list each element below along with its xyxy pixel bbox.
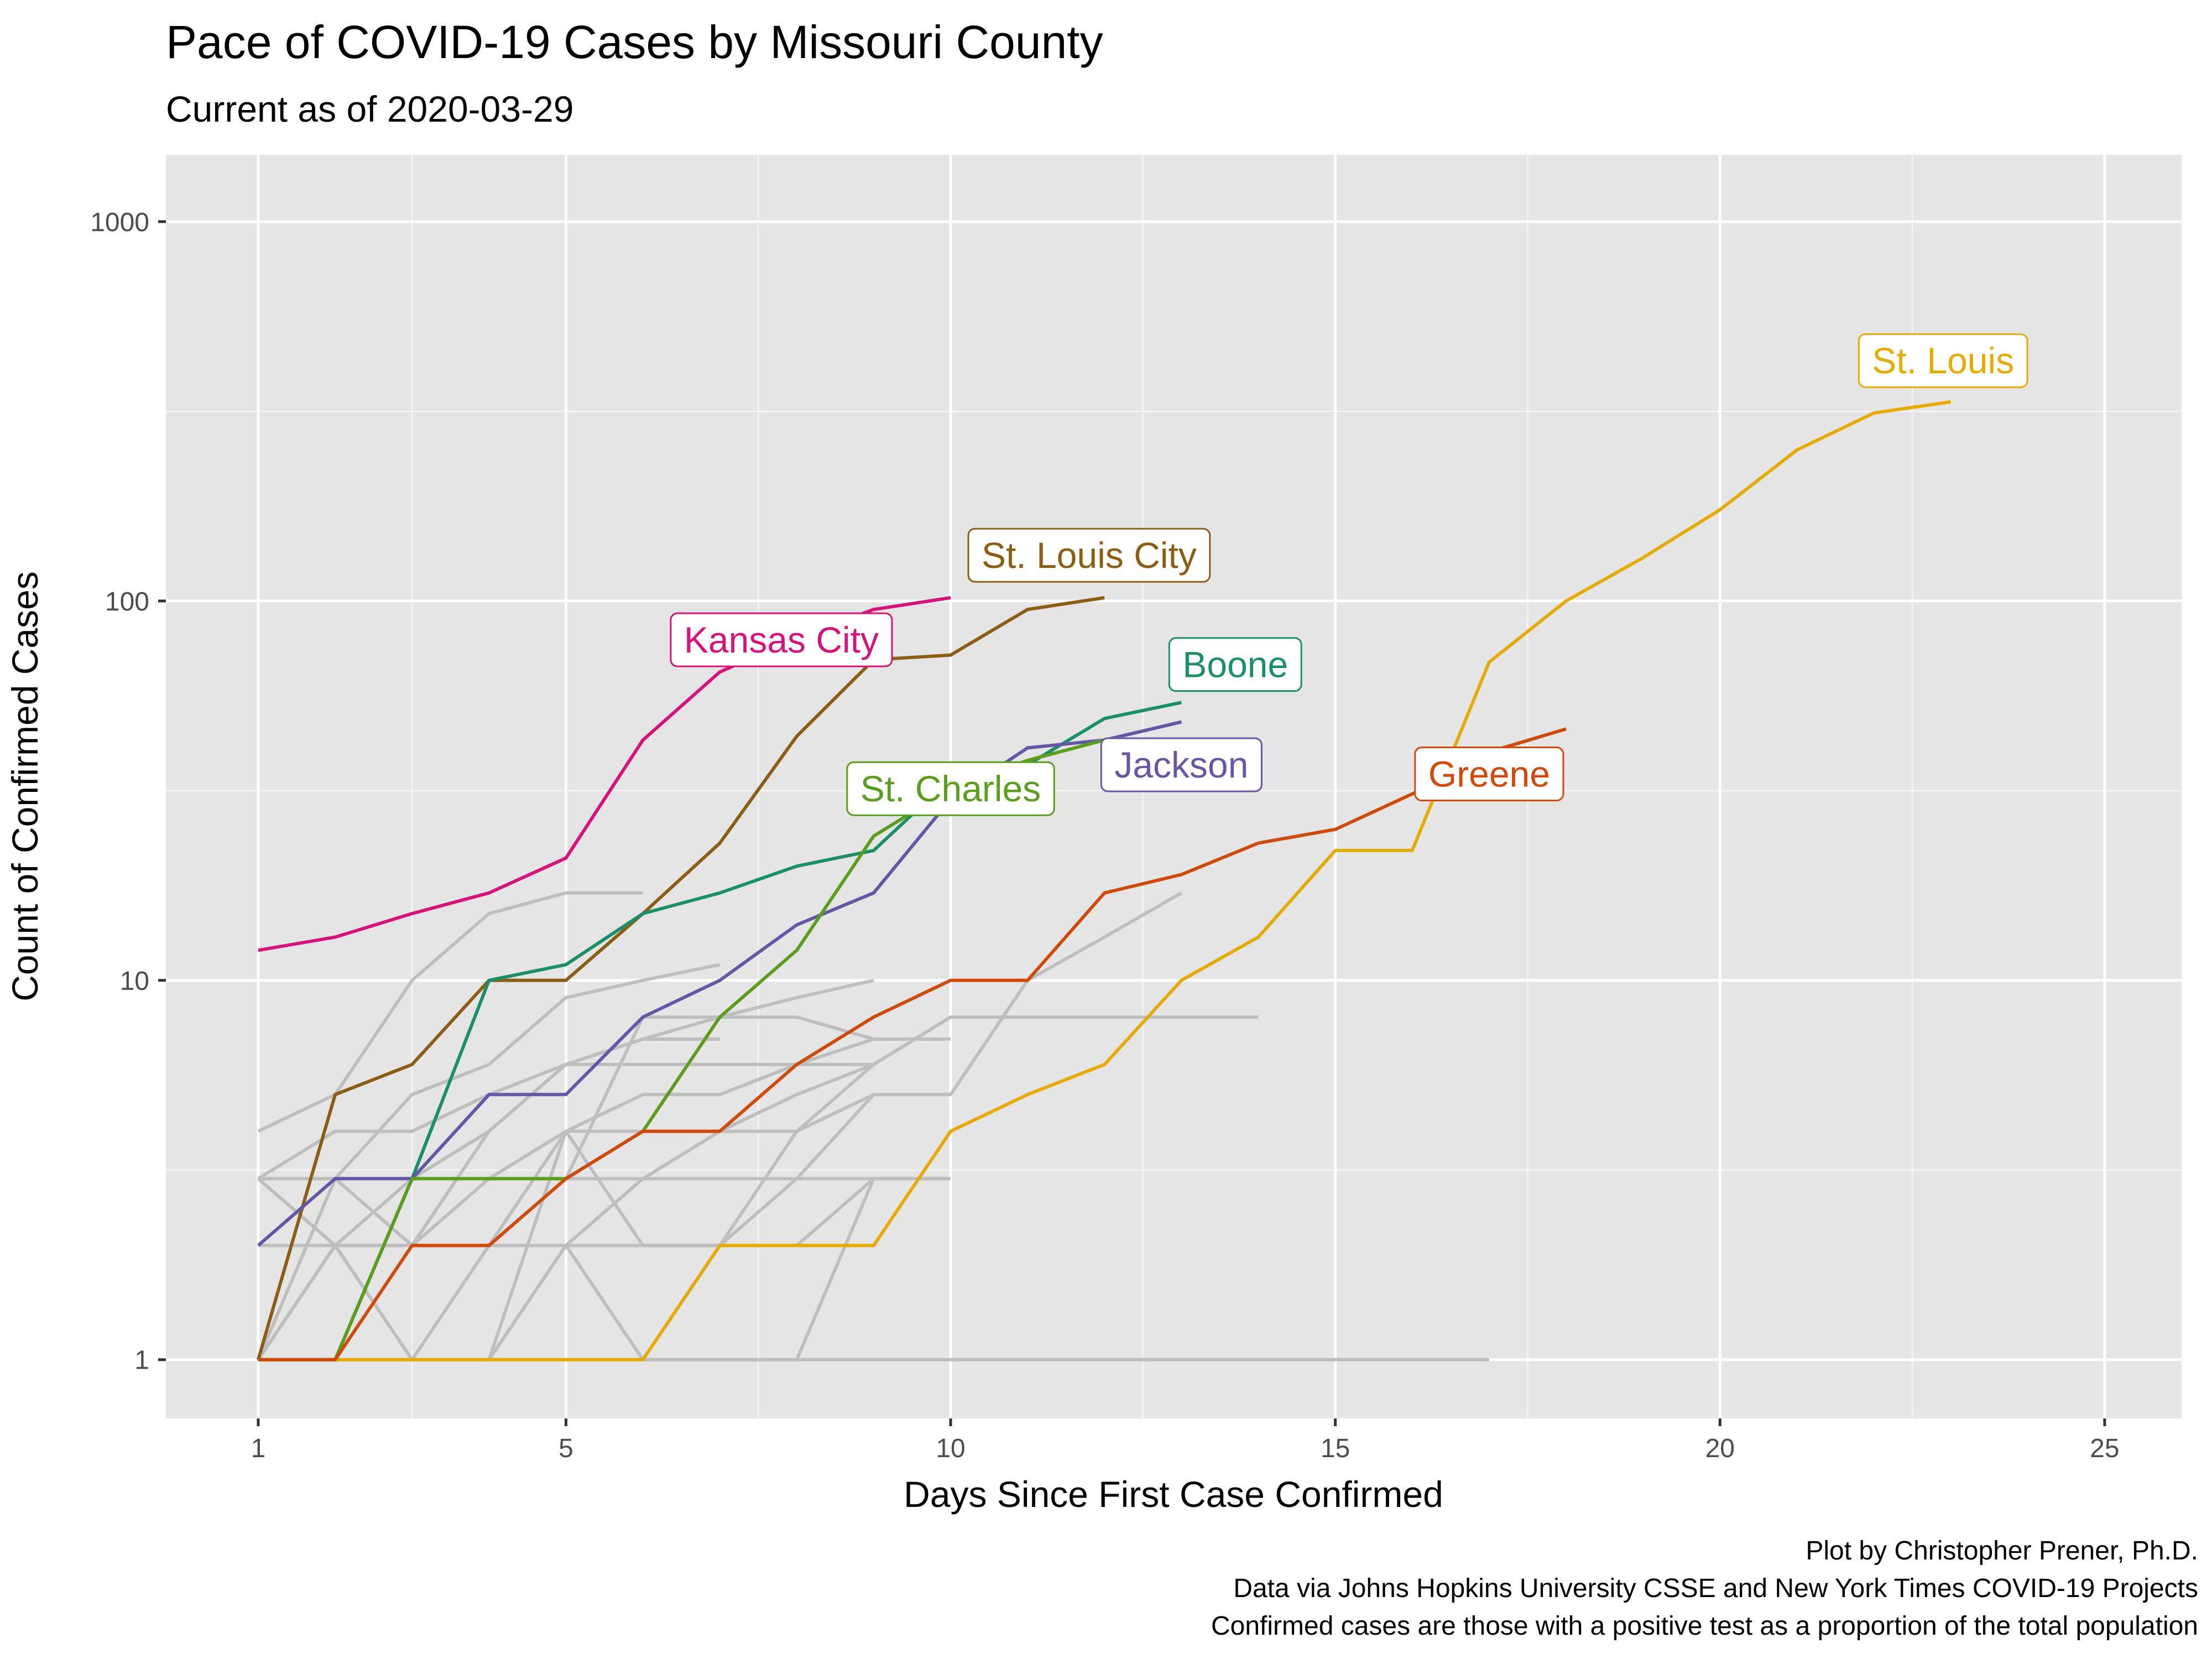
caption-line-3: Confirmed cases are those with a positiv…	[1211, 1611, 2198, 1641]
x-tick-label: 20	[1705, 1434, 1735, 1463]
series-line-greene	[258, 727, 1567, 1361]
chart-subtitle: Current as of 2020-03-29	[166, 88, 573, 129]
series-label-text: St. Louis City	[982, 535, 1197, 576]
series-line-st-louis	[258, 400, 1952, 1361]
series-line-st-louis-city	[257, 596, 1105, 1360]
series-label-st-louis-city: St. Louis City	[967, 528, 1211, 583]
series-label-box	[846, 761, 1055, 816]
series-label-jackson: Jackson	[1100, 737, 1262, 792]
x-axis-title: Days Since First Case Confirmed	[904, 1474, 1443, 1515]
series-label-st-louis: St. Louis	[1858, 333, 2028, 388]
series-label-box	[1858, 333, 2028, 388]
series-label-greene: Greene	[1414, 747, 1564, 802]
series-label-text: St. Louis	[1872, 340, 2014, 381]
x-tick-label: 1	[251, 1434, 266, 1463]
caption-line-1: Plot by Christopher Prener, Ph.D.	[1806, 1536, 2198, 1566]
series-label-text: St. Charles	[860, 768, 1041, 809]
series-label-box	[1414, 747, 1564, 802]
series-label-box	[1168, 637, 1302, 692]
x-tick-label: 5	[559, 1434, 573, 1463]
series-label-text: Boone	[1182, 644, 1288, 685]
series-label-layer: St. Louis St. Louis City Kansas City Boone J…	[670, 333, 2028, 816]
series-label-box	[967, 528, 1211, 583]
x-tick-label: 10	[936, 1434, 965, 1463]
y-tick-label: 100	[105, 587, 149, 617]
series-label-kansas-city: Kansas City	[670, 612, 893, 667]
chart-title: Pace of COVID-19 Cases by Missouri Count…	[166, 16, 1103, 68]
series-label-boone: Boone	[1168, 637, 1302, 692]
series-label-text: Jackson	[1114, 744, 1248, 785]
series-label-box	[670, 612, 893, 667]
y-tick-label: 1	[134, 1346, 149, 1375]
series-label-text: Greene	[1428, 754, 1550, 795]
caption-line-2: Data via Johns Hopkins University CSSE a…	[1233, 1574, 2198, 1603]
series-label-text: Kansas City	[684, 619, 879, 660]
series-label-box	[1100, 737, 1262, 792]
x-tick-label: 15	[1321, 1434, 1350, 1463]
background-county-line	[257, 891, 643, 1133]
series-label-st-charles: St. Charles	[846, 761, 1055, 816]
background-county-line	[257, 1062, 874, 1360]
y-axis-title: Count of Confirmed Cases	[4, 571, 45, 1001]
y-tick-label: 10	[120, 967, 149, 996]
y-tick-label: 1000	[90, 208, 149, 237]
x-tick-label: 25	[2090, 1434, 2119, 1463]
